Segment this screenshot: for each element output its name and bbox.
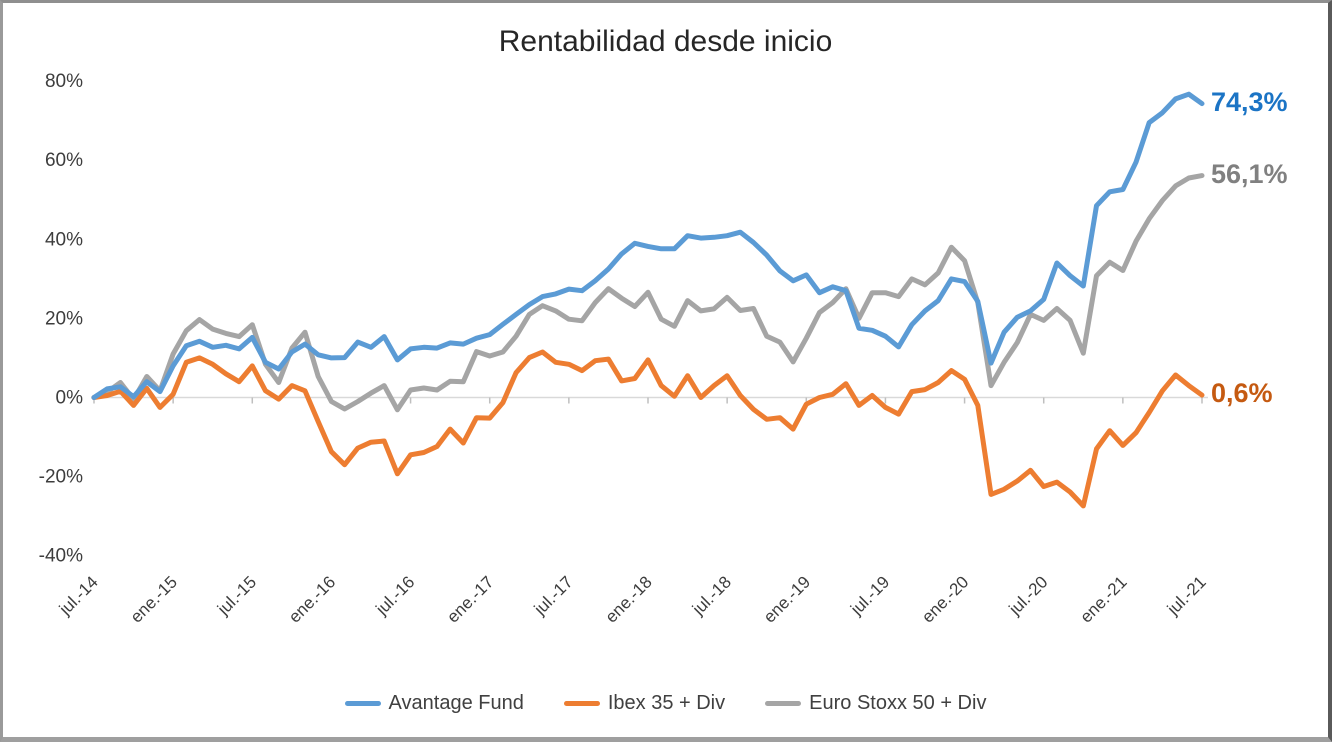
legend-label-euro-stoxx: Euro Stoxx 50 + Div	[809, 692, 987, 714]
x-tick-label: jul.-21	[1163, 572, 1210, 619]
x-tick-label: ene.-21	[1076, 572, 1130, 626]
end-label-ibex: 0,6%	[1211, 378, 1273, 409]
series-line-euro-stoxx-50-div	[91, 173, 1205, 413]
legend-label-avantage-fund: Avantage Fund	[388, 692, 524, 714]
legend-item-ibex: Ibex 35 + Div	[563, 692, 726, 715]
end-label-euro-stoxx: 56,1%	[1211, 158, 1288, 189]
legend-label-ibex: Ibex 35 + Div	[607, 692, 726, 714]
x-tick-label: ene.-19	[760, 572, 814, 626]
x-tick-label: jul.-20	[1005, 572, 1052, 619]
y-tick-label: 60%	[45, 150, 83, 171]
series-line-ibex-35-div	[91, 349, 1205, 509]
x-tick-label: jul.-19	[846, 572, 893, 619]
x-tick-label: ene.-18	[602, 572, 656, 626]
x-tick-label: ene.-20	[918, 572, 972, 626]
line-swatch-avantage-fund	[344, 701, 381, 706]
x-tick-label: ene.-16	[285, 572, 339, 626]
series-line-avantage-fund	[91, 91, 1205, 400]
legend: Avantage Fund Ibex 35 + Div Euro Stoxx 5…	[3, 692, 1328, 715]
plot-area: jul.-14 ene.-15 jul.-15 ene.-16 jul.-16 ene.-…	[39, 71, 1210, 627]
y-tick-label: -40%	[39, 546, 83, 567]
y-tick-label: 80%	[45, 71, 83, 92]
end-label-avantage-fund: 74,3%	[1211, 86, 1288, 117]
x-tick-label: jul.-17	[530, 572, 577, 619]
line-swatch-euro-stoxx	[765, 701, 802, 706]
y-tick-label: -20%	[39, 467, 83, 488]
chart-title: Rentabilidad desde inicio	[498, 25, 833, 58]
x-tick-label: jul.-15	[213, 572, 260, 619]
x-tick-label: jul.-18	[688, 572, 735, 619]
legend-item-euro-stoxx: Euro Stoxx 50 + Div	[765, 692, 986, 715]
line-swatch-ibex	[563, 701, 600, 706]
y-tick-label: 0%	[56, 388, 84, 409]
x-tick-label: ene.-17	[443, 572, 497, 626]
x-tick-label: jul.-14	[55, 572, 102, 619]
x-tick-label: ene.-15	[127, 572, 181, 626]
y-tick-label: 40%	[45, 229, 83, 250]
x-tick-label: jul.-16	[372, 572, 419, 619]
legend-item-avantage-fund: Avantage Fund	[344, 692, 524, 715]
y-tick-label: 20%	[45, 308, 83, 329]
